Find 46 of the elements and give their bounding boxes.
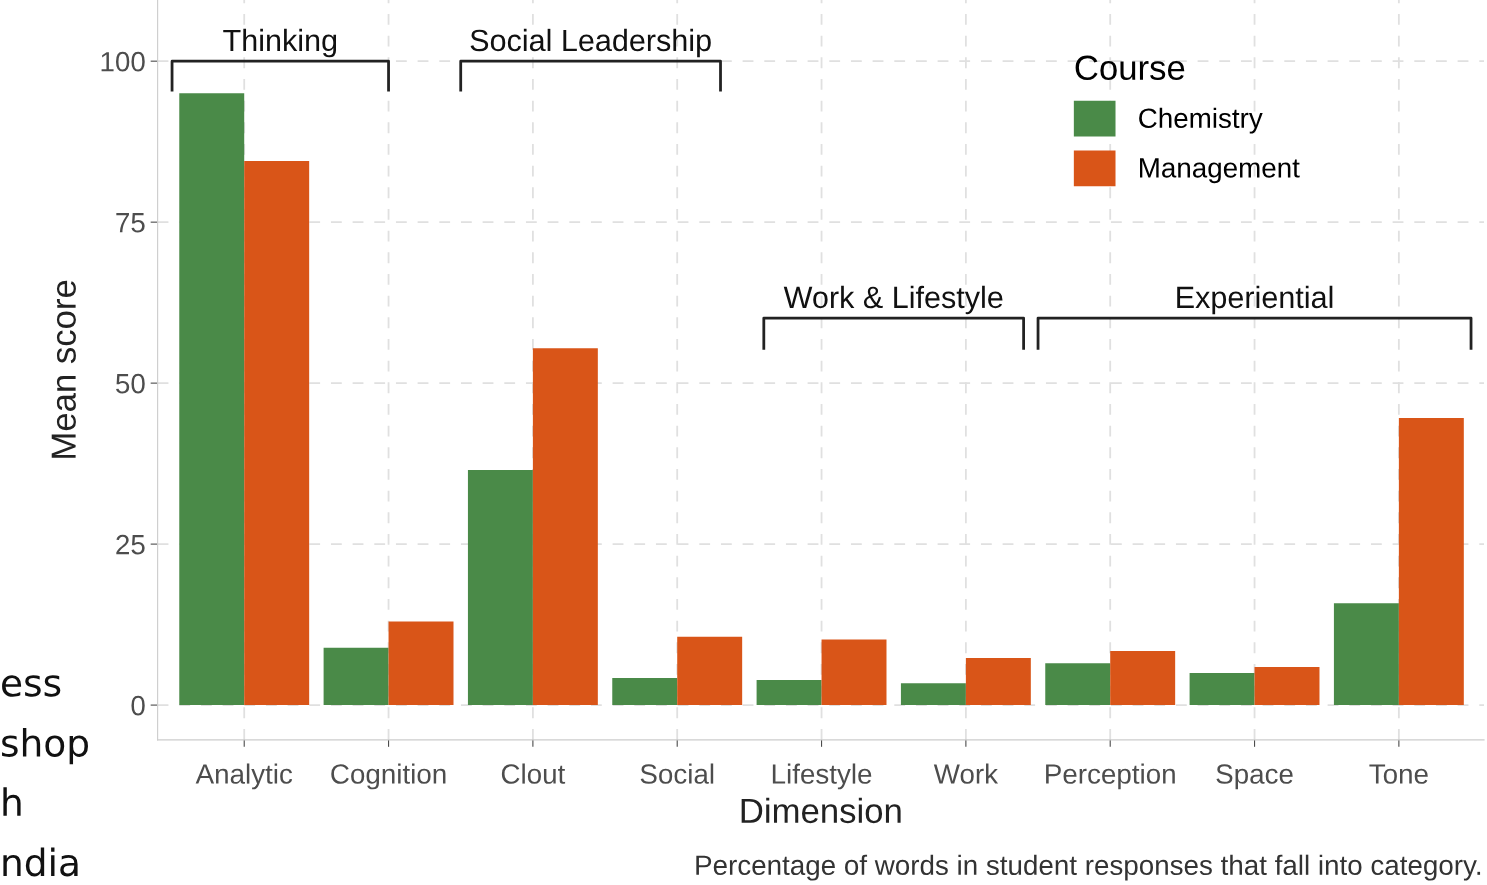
bar [965,658,1031,706]
bar [467,470,533,706]
annotation: Social Leadership [470,28,711,58]
y-tick-label: 25 [116,534,145,555]
x-tick-label: Tone [1369,764,1428,784]
legend-title: Course [1075,55,1185,81]
text: ess [2,675,61,697]
annotation: Experiential [1177,285,1333,315]
text: Percentage of words in student responses that fall into category. [696,854,1481,881]
bar [1333,603,1399,706]
bar [900,683,966,706]
y-tick-label: 100 [101,51,145,72]
text: ndia [3,847,78,877]
bar [179,93,245,706]
bar [1045,663,1111,706]
x-tick-label: Clout [501,763,566,784]
y-tick-label: 0 [131,695,145,716]
y-axis-title: Mean score [51,280,76,458]
x-tick-label: Perception [1046,763,1175,790]
x-tick-label: Work [933,763,999,784]
annotation: Work & Lifestyle [783,285,1003,315]
x-tick-label: Cognition [331,763,446,790]
bar [323,647,389,706]
x-axis-title: Dimension [741,797,901,824]
text: h [3,787,21,816]
bar [677,636,743,706]
bar [244,160,310,706]
legend-label: Chemistry [1139,107,1263,134]
x-tick-label: Analytic [195,763,293,790]
bar [1254,667,1320,706]
bar [1110,651,1176,706]
x-tick-label: Social [640,763,714,784]
bar [821,639,887,706]
legend-label: Management [1140,158,1300,184]
bar [1189,672,1255,706]
bar [388,621,454,706]
bar [756,679,822,706]
bar [1398,417,1464,706]
x-tick-label: Lifestyle [772,763,872,790]
annotation: Thinking [223,28,337,58]
y-tick-label: 75 [116,213,145,233]
text: shop [2,727,88,765]
y-tick-label: 50 [116,373,145,394]
bar [612,678,678,706]
x-tick-label: Space [1216,764,1293,790]
bar [532,348,598,706]
